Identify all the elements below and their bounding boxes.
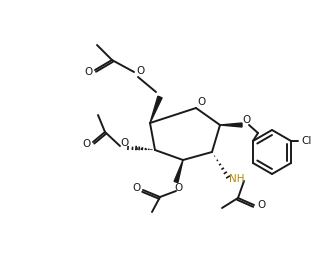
Text: NH: NH: [229, 174, 245, 184]
Text: O: O: [120, 138, 128, 148]
Text: O: O: [84, 67, 92, 77]
Text: O: O: [242, 115, 250, 125]
Text: O: O: [82, 139, 90, 149]
Text: O: O: [197, 97, 205, 107]
Text: O: O: [257, 200, 265, 210]
Text: O: O: [132, 183, 140, 193]
Text: O: O: [174, 183, 182, 193]
Polygon shape: [150, 96, 162, 123]
Text: O: O: [136, 66, 144, 76]
Polygon shape: [220, 123, 242, 127]
Text: Cl: Cl: [302, 136, 312, 146]
Polygon shape: [174, 160, 183, 183]
